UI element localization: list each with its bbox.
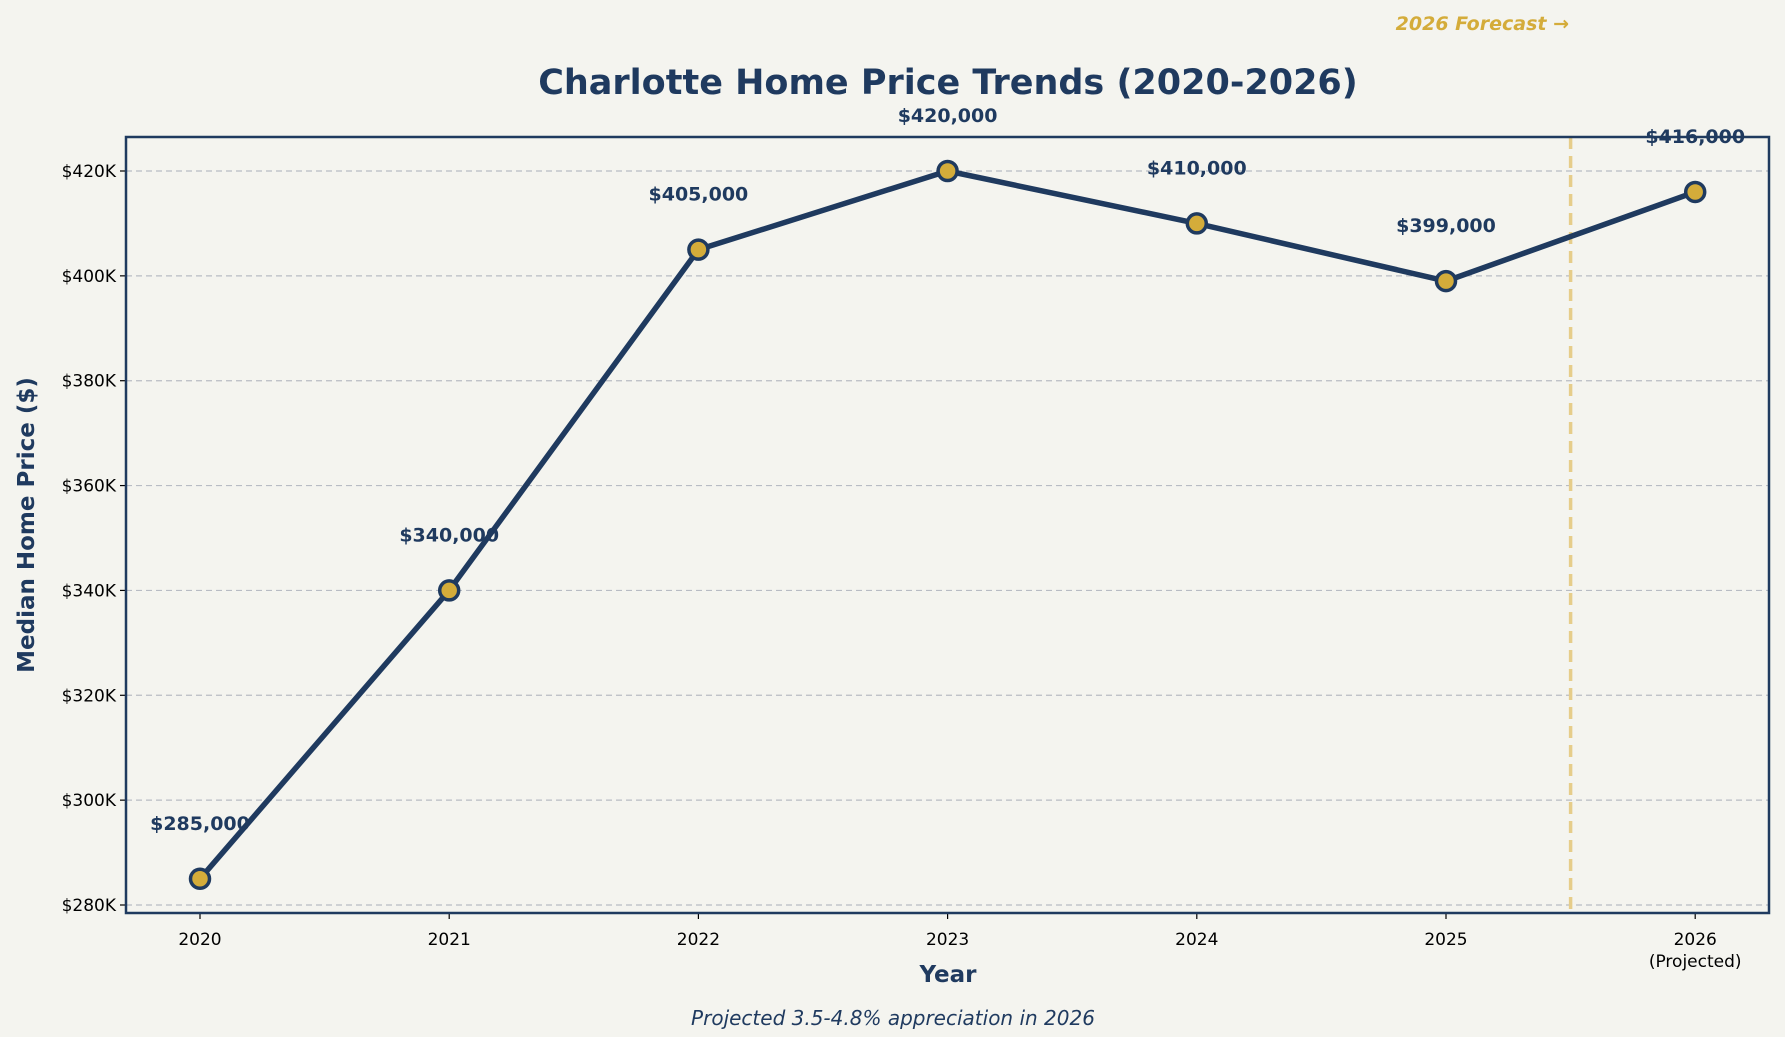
y-tick-label: $380K: [62, 372, 117, 392]
data-label: $410,000: [1147, 157, 1247, 179]
chart-title: Charlotte Home Price Trends (2020-2026): [538, 63, 1358, 103]
data-point: [1434, 269, 1458, 293]
data-point: [437, 579, 461, 602]
y-tick-label: $360K: [62, 477, 117, 497]
y-tick-label: $400K: [62, 267, 117, 287]
x-tick-label: 2022: [677, 930, 720, 950]
x-tick-label: 2023: [926, 930, 969, 950]
x-tick-label: 2021: [428, 930, 471, 950]
data-point: [1683, 180, 1707, 204]
data-label: $285,000: [150, 813, 250, 835]
data-label: $405,000: [649, 184, 749, 206]
x-axis-label: Year: [918, 962, 977, 988]
data-label: $420,000: [898, 105, 998, 127]
data-point: [936, 159, 959, 183]
x-tick-sublabel: (Projected): [1649, 952, 1742, 972]
y-tick-label: $420K: [62, 162, 117, 182]
y-axis-label: Median Home Price ($): [14, 377, 40, 673]
y-tick-label: $280K: [62, 896, 117, 916]
forecast-label: 2026 Forecast →: [1396, 13, 1569, 35]
data-label: $340,000: [399, 524, 499, 546]
data-point: [1185, 212, 1209, 235]
y-tick-label: $320K: [62, 686, 117, 706]
data-point: [687, 238, 710, 261]
footnote: Projected 3.5-4.8% appreciation in 2026: [691, 1006, 1095, 1030]
data-label: $416,000: [1645, 126, 1745, 148]
y-tick-label: $300K: [62, 791, 117, 811]
x-tick-label: 2024: [1175, 930, 1218, 950]
y-tick-label: $340K: [62, 581, 117, 601]
x-tick-label: 2026: [1674, 930, 1717, 950]
x-tick-label: 2020: [178, 930, 221, 950]
data-point: [188, 867, 212, 891]
plot-frame: [124, 135, 1771, 915]
data-label: $399,000: [1396, 215, 1496, 237]
x-tick-label: 2025: [1424, 930, 1467, 950]
